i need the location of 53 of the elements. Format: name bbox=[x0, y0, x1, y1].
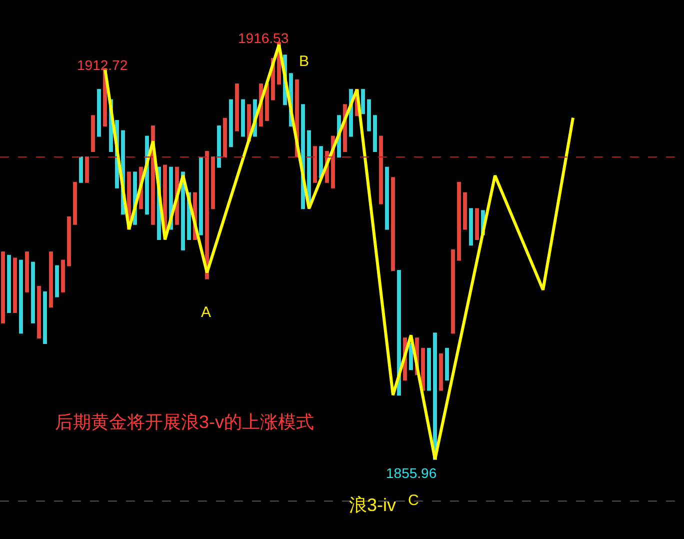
candlestick bbox=[361, 88, 365, 114]
annotation: A bbox=[201, 304, 212, 321]
annotation: 后期黄金将开展浪3-v的上涨模式 bbox=[55, 412, 314, 432]
candlestick bbox=[37, 286, 41, 338]
candlestick bbox=[439, 353, 443, 391]
candlestick bbox=[235, 83, 239, 132]
candlestick bbox=[451, 249, 455, 334]
candlestick bbox=[19, 260, 23, 334]
candlestick bbox=[13, 258, 17, 314]
candlestick bbox=[205, 150, 209, 280]
annotation: B bbox=[299, 53, 310, 70]
candlestick bbox=[421, 348, 425, 391]
candlestick bbox=[445, 348, 449, 380]
candlestick bbox=[433, 332, 437, 460]
candlestick bbox=[229, 99, 233, 148]
candlestick bbox=[379, 136, 383, 204]
candlestick bbox=[31, 262, 35, 324]
candlestick bbox=[241, 99, 245, 137]
candlestick bbox=[397, 270, 401, 396]
candlestick bbox=[391, 177, 395, 272]
candlestick bbox=[223, 118, 227, 158]
candlestick bbox=[367, 99, 371, 132]
candlestick bbox=[385, 166, 389, 230]
annotation: 1916.53 bbox=[238, 30, 289, 46]
candlestick bbox=[73, 182, 77, 225]
candlestick bbox=[319, 146, 323, 178]
candlestick bbox=[1, 251, 5, 324]
annotation: 1855.96 bbox=[386, 465, 437, 481]
candlestick bbox=[97, 88, 101, 137]
annotation: 浪3-iv bbox=[349, 495, 396, 515]
candlestick bbox=[199, 156, 203, 236]
annotation: C bbox=[408, 492, 419, 509]
candlestick bbox=[79, 156, 83, 183]
candlestick bbox=[85, 156, 89, 183]
candlestick bbox=[211, 156, 215, 210]
candlestick bbox=[55, 265, 59, 298]
candlestick bbox=[49, 251, 53, 308]
candlestick bbox=[217, 125, 221, 168]
candlestick bbox=[67, 216, 71, 266]
candlestick bbox=[25, 251, 29, 292]
annotation: 1912.72 bbox=[77, 57, 128, 73]
candlestick bbox=[43, 291, 47, 344]
candlestick bbox=[457, 182, 461, 261]
candlestick bbox=[463, 192, 467, 230]
candlestick bbox=[313, 146, 317, 183]
candlestick bbox=[7, 254, 11, 314]
candlestick bbox=[61, 260, 65, 292]
candlestick bbox=[469, 208, 473, 246]
candlestick bbox=[91, 115, 95, 152]
candlestick bbox=[475, 208, 479, 240]
candlestick bbox=[427, 348, 431, 391]
candlestick bbox=[373, 115, 377, 152]
candlestick bbox=[307, 130, 311, 204]
